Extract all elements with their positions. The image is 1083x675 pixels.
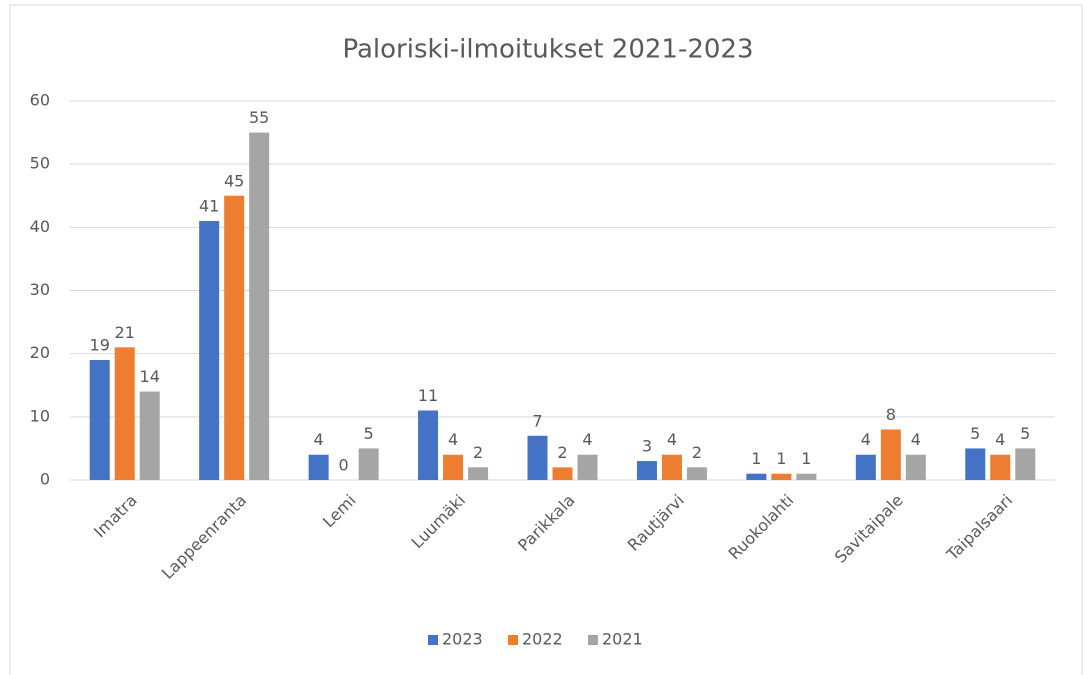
- data-label: 11: [418, 386, 438, 405]
- legend-swatch: [588, 635, 598, 645]
- y-tick-label: 20: [30, 343, 50, 362]
- data-label: 1: [776, 449, 786, 468]
- bar: [199, 221, 220, 480]
- bar: [89, 359, 110, 480]
- legend-swatch: [428, 635, 438, 645]
- y-tick-label: 10: [30, 406, 50, 425]
- chart-title: Paloriski-ilmoitukset 2021-2023: [342, 35, 753, 65]
- y-tick-label: 0: [40, 470, 50, 489]
- data-label: 45: [224, 171, 244, 190]
- bar: [636, 461, 657, 480]
- bar: [686, 467, 707, 480]
- bar: [139, 391, 160, 480]
- bar: [796, 473, 817, 480]
- bar: [358, 448, 379, 480]
- data-label: 4: [667, 430, 677, 449]
- bar: [552, 467, 573, 480]
- data-label: 14: [140, 367, 160, 386]
- bar: [990, 454, 1011, 480]
- data-label: 4: [582, 430, 592, 449]
- y-tick-label: 50: [30, 154, 50, 173]
- legend-label: 2021: [602, 630, 643, 649]
- bar: [905, 454, 926, 480]
- bar: [661, 454, 682, 480]
- bar: [114, 347, 135, 480]
- data-label: 2: [557, 443, 567, 462]
- bar: [965, 448, 986, 480]
- data-label: 0: [339, 456, 349, 475]
- data-label: 4: [314, 430, 324, 449]
- data-label: 4: [911, 430, 921, 449]
- data-label: 4: [861, 430, 871, 449]
- legend-label: 2022: [522, 630, 563, 649]
- bar: [443, 454, 464, 480]
- bar: [468, 467, 489, 480]
- bar: [527, 435, 548, 480]
- data-label: 5: [1020, 424, 1030, 443]
- y-tick-label: 60: [30, 91, 50, 110]
- y-tick-label: 40: [30, 217, 50, 236]
- data-label: 19: [90, 335, 110, 354]
- legend-swatch: [508, 635, 518, 645]
- data-label: 41: [199, 197, 219, 216]
- bar: [880, 429, 901, 480]
- bar: [771, 473, 792, 480]
- bar: [577, 454, 598, 480]
- bar: [418, 410, 439, 480]
- bar: [1015, 448, 1036, 480]
- bar: [855, 454, 876, 480]
- y-tick-label: 30: [30, 280, 50, 299]
- bar: [224, 195, 245, 480]
- data-label: 55: [249, 108, 269, 127]
- data-label: 3: [642, 437, 652, 456]
- data-label: 1: [751, 449, 761, 468]
- data-label: 7: [532, 411, 542, 430]
- data-label: 5: [970, 424, 980, 443]
- data-label: 2: [473, 443, 483, 462]
- data-label: 2: [692, 443, 702, 462]
- data-label: 4: [995, 430, 1005, 449]
- data-label: 5: [364, 424, 374, 443]
- data-label: 4: [448, 430, 458, 449]
- bar: [308, 454, 329, 480]
- data-label: 21: [115, 323, 135, 342]
- data-label: 8: [886, 405, 896, 424]
- chart-frame: [9, 4, 1083, 675]
- bar: [746, 473, 767, 480]
- data-label: 1: [801, 449, 811, 468]
- bar: [249, 132, 270, 481]
- legend-label: 2023: [442, 630, 483, 649]
